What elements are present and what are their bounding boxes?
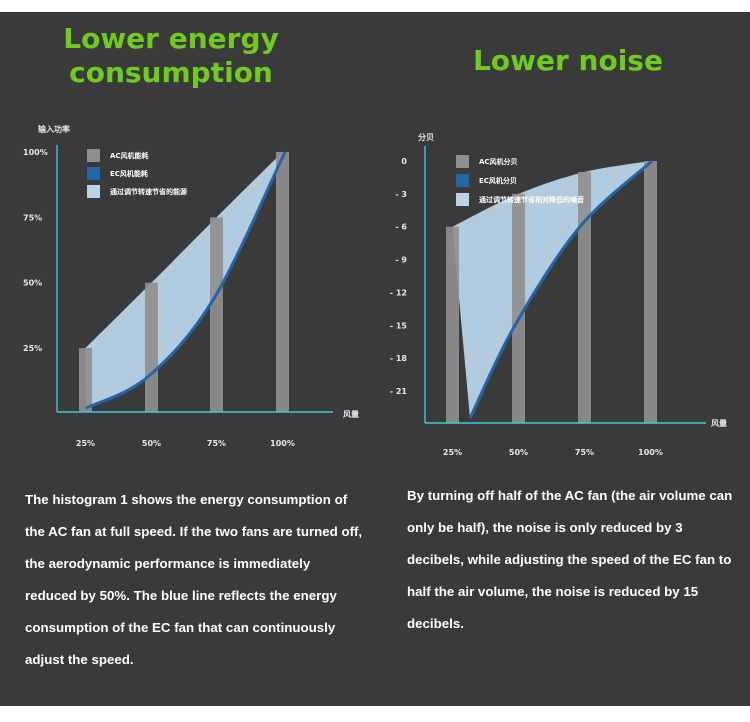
legend-label: AC风机分贝	[479, 157, 518, 166]
y-tick-label: 50%	[23, 279, 42, 288]
ac-bar-100	[276, 152, 289, 412]
left-title: Lower energy consumption	[40, 22, 302, 90]
ec-line	[468, 159, 654, 420]
legend-label: EC风机分贝	[479, 176, 517, 185]
legend-label: AC风机能耗	[110, 151, 149, 160]
legend-swatch	[87, 185, 100, 198]
saved-area	[85, 152, 285, 409]
legend-swatch	[87, 149, 100, 162]
ac-bar-50	[145, 282, 158, 412]
x-tick-label: 50%	[509, 448, 528, 457]
ac-bar-100	[644, 161, 657, 423]
left-title-line2: consumption	[69, 56, 273, 90]
noise-description: By turning off half of the AC fan (the a…	[407, 488, 733, 631]
y-axis-title: 输入功率	[38, 124, 70, 134]
y-tick-label: - 6	[395, 223, 407, 232]
ac-bar-50	[512, 193, 525, 423]
x-tick-label: 75%	[207, 439, 226, 448]
y-tick-label: 0	[401, 157, 407, 166]
energy-description: The histogram 1 shows the energy consump…	[25, 492, 363, 667]
x-tick-label: 75%	[575, 448, 594, 457]
y-tick-label: 100%	[23, 148, 48, 157]
legend-label: 通过调节转速节省相对降低的噪音	[479, 195, 584, 204]
legend-label: EC风机能耗	[110, 169, 148, 178]
y-tick-label: 75%	[23, 213, 42, 222]
legend-swatch	[456, 174, 469, 187]
y-tick-label: - 15	[390, 321, 408, 330]
right-title: Lower noise	[473, 44, 663, 77]
x-tick-label: 100%	[638, 448, 663, 457]
ac-bar-75	[210, 217, 223, 412]
x-axis-title: 风量	[711, 418, 727, 428]
y-tick-label: - 18	[390, 354, 408, 363]
legend-swatch	[456, 193, 469, 206]
legend-swatch	[456, 155, 469, 168]
y-tick-label: - 21	[390, 387, 408, 396]
ac-bar-75	[578, 171, 591, 423]
y-tick-label: - 12	[390, 288, 407, 297]
left-title-line1: Lower energy	[63, 22, 279, 55]
y-axis-title: 分贝	[418, 132, 434, 142]
legend-label: 通过调节转速节省的能源	[110, 187, 187, 196]
ac-bar-25	[446, 226, 459, 423]
x-tick-label: 100%	[270, 439, 295, 448]
saved-area	[452, 161, 652, 419]
legend-swatch	[87, 167, 100, 180]
x-tick-label: 25%	[76, 439, 95, 448]
x-tick-label: 50%	[142, 439, 161, 448]
y-tick-label: - 3	[395, 190, 407, 199]
ec-line	[85, 151, 287, 410]
x-axis-title: 风量	[343, 409, 359, 419]
y-tick-label: 25%	[23, 344, 42, 353]
y-tick-label: - 9	[395, 256, 407, 265]
ac-bar-25	[79, 348, 92, 412]
x-tick-label: 25%	[443, 448, 462, 457]
